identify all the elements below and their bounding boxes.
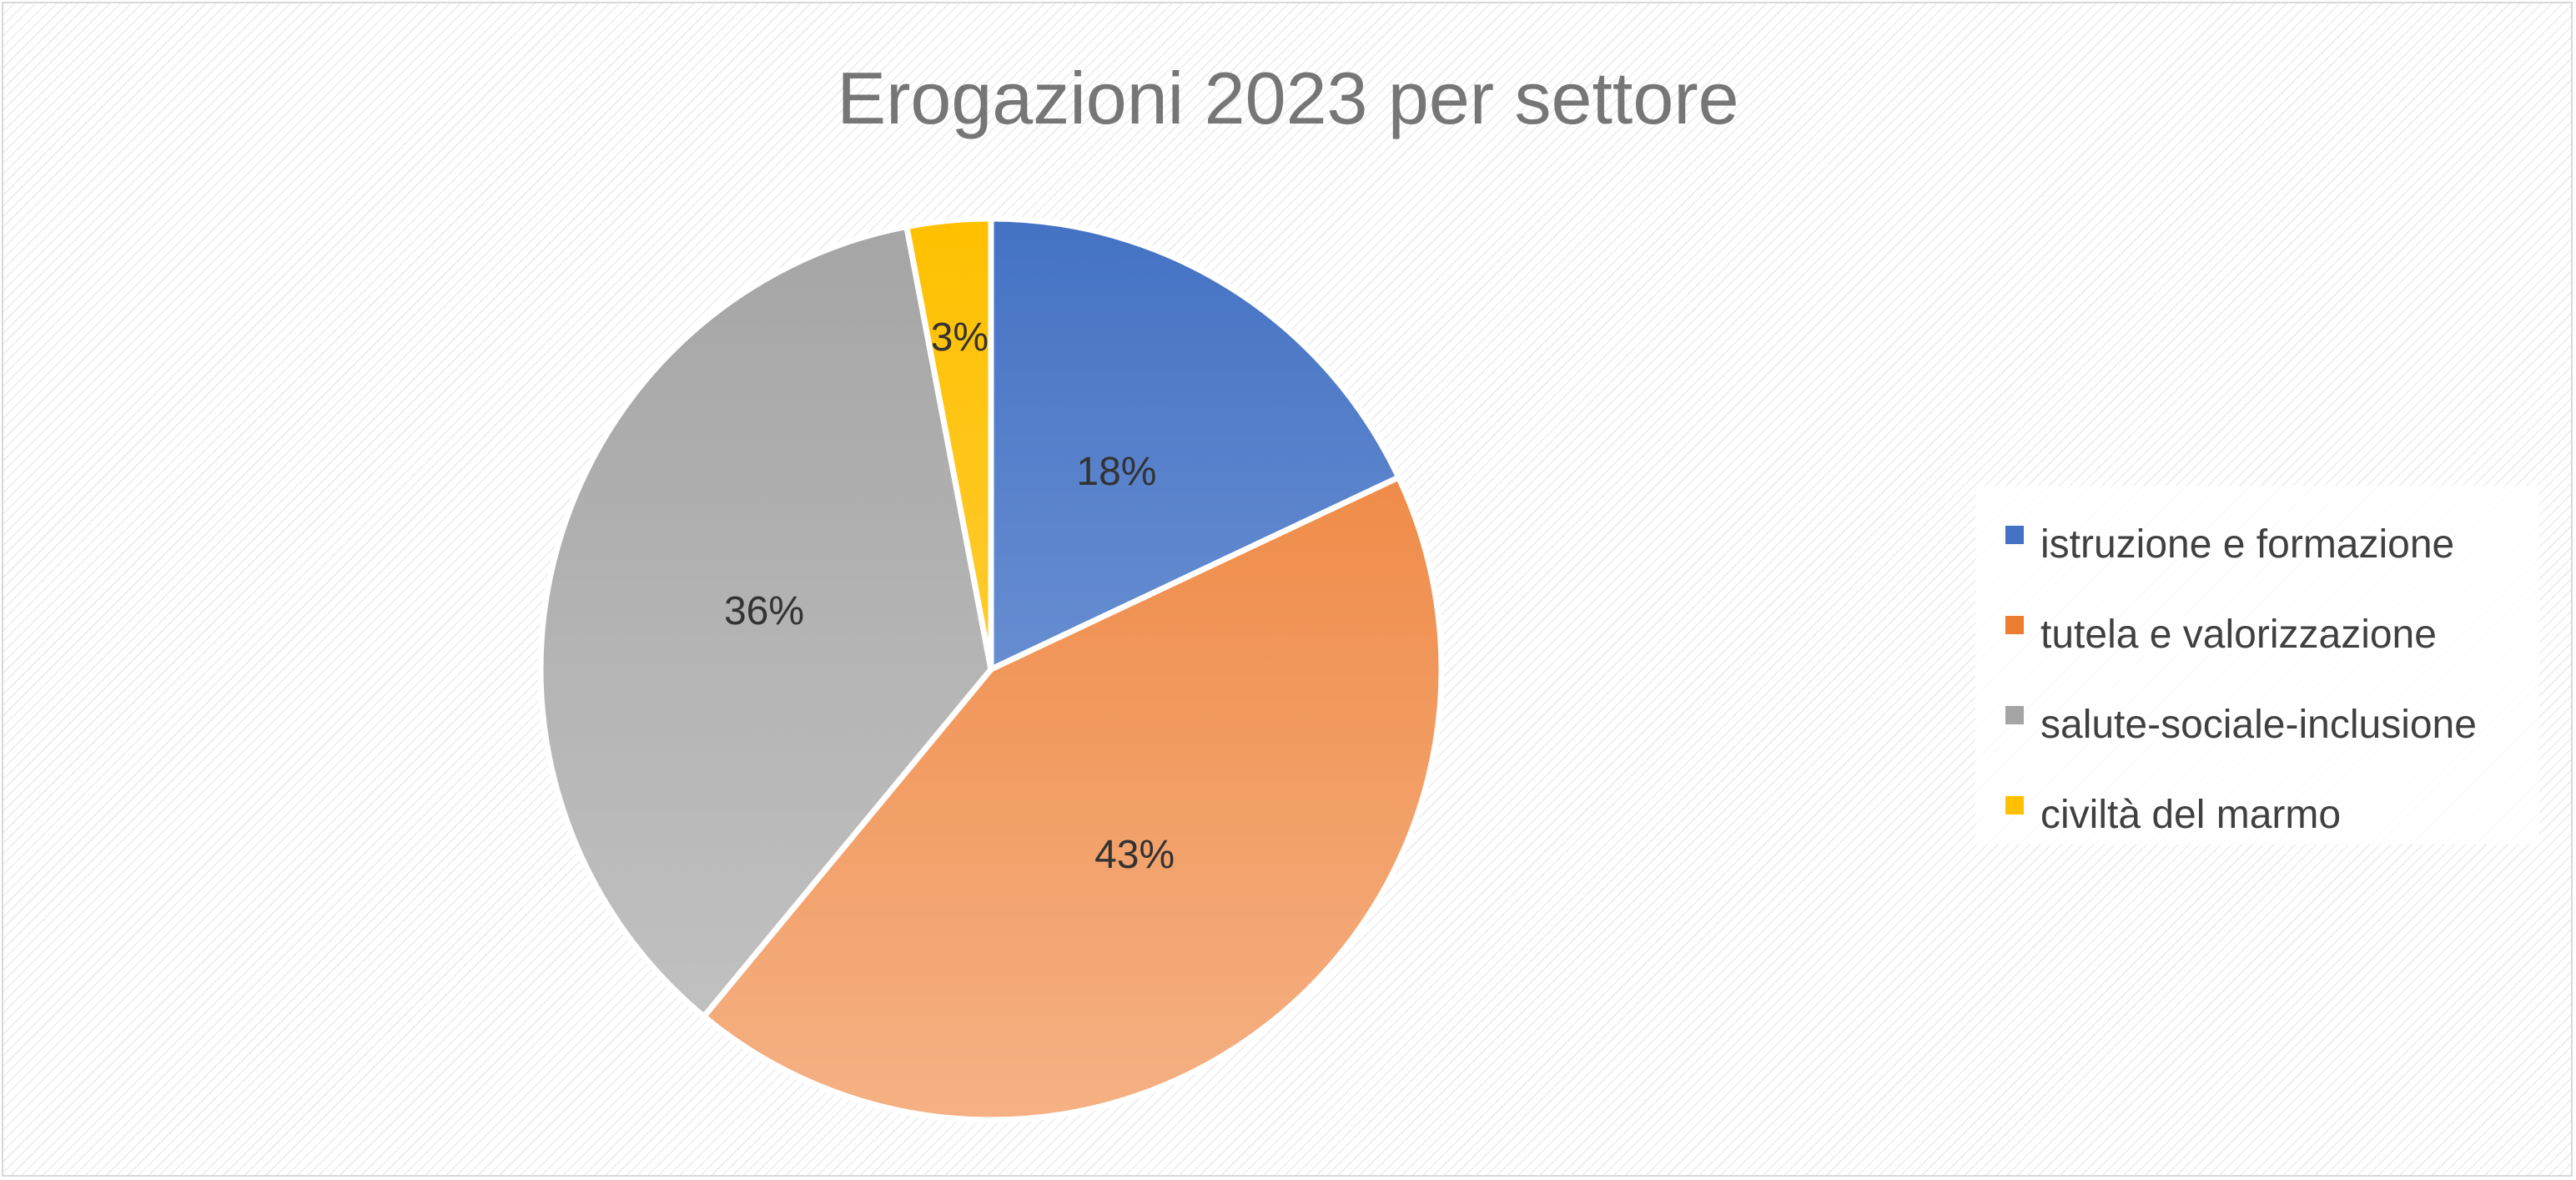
slice-salute-sociale-inclusione [537,224,994,1020]
data-labels: 18% 43% 36% 3% [724,315,1175,877]
slice-istruzione-e-formazione [988,215,1402,673]
data-label-tutela-e-valorizzazione: 43% [1094,833,1175,877]
legend-swatch-tutela-e-valorizzazione [2005,616,2024,634]
legend-swatch-salute-sociale-inclusione [2005,706,2024,724]
legend-background [1975,486,2539,845]
data-label-salute-sociale-inclusione: 36% [724,589,804,633]
legend-swatch-civilta-del-marmo [2005,796,2024,814]
slice-tutela-e-valorizzazione [701,474,1445,1123]
legend: istruzione e formazione tutela e valorizz… [1975,486,2539,845]
chart-title: Erogazioni 2023 per settore [837,57,1738,139]
legend-label-istruzione-e-formazione: istruzione e formazione [2040,522,2454,567]
slice-civilta-del-marmo [903,215,994,673]
legend-swatch-istruzione-e-formazione [2005,526,2024,544]
legend-label-tutela-e-valorizzazione: tutela e valorizzazione [2040,613,2437,657]
data-label-civilta-del-marmo: 3% [931,315,989,360]
legend-label-salute-sociale-inclusione: salute-sociale-inclusione [2040,703,2477,747]
legend-label-civilta-del-marmo: civiltà del marmo [2040,793,2341,837]
pie-slices [537,215,1445,1123]
data-label-istruzione-e-formazione: 18% [1076,450,1156,494]
